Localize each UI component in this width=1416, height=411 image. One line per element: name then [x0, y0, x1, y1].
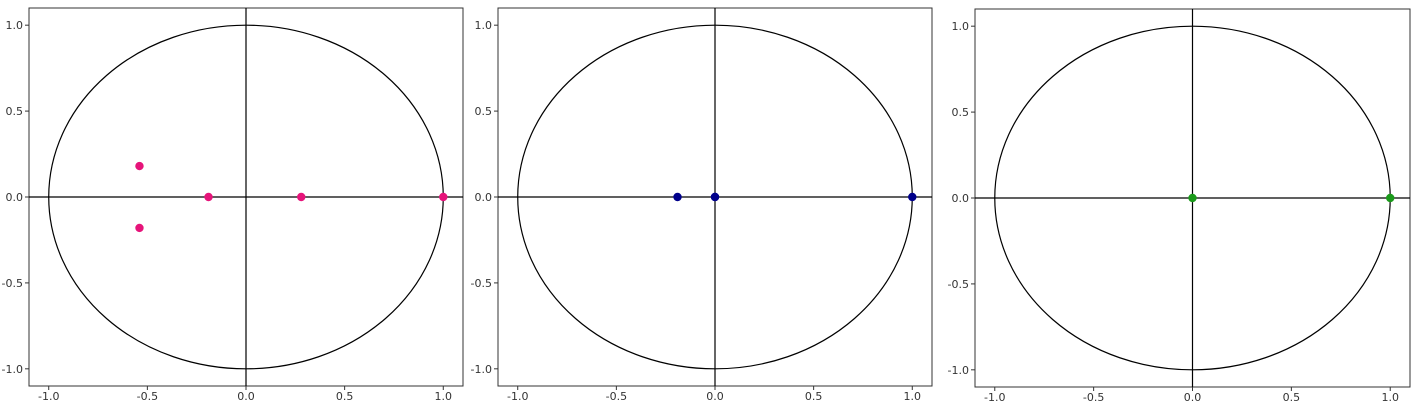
y-tick-label: -1.0: [948, 364, 969, 377]
y-tick-label: 0.0: [6, 191, 24, 204]
y-tick-label: -1.0: [2, 363, 23, 376]
x-tick-label: -1.0: [38, 390, 59, 403]
x-tick-label: 0.5: [1283, 391, 1301, 404]
panel-1: -1.0 -0.5 0.0 0.5 1.0 -1.0 -0.5 0.0 0.5 1.0: [2, 7, 464, 403]
panel-2: -1.0 -0.5 0.0 0.5 1.0 -1.0 -0.5 0.0 0.5 1.0: [471, 7, 933, 403]
x-tick-label: 0.0: [1184, 391, 1202, 404]
x-tick-label: 0.0: [706, 390, 724, 403]
y-tick-label: 1.0: [952, 20, 970, 33]
data-point: [439, 192, 448, 202]
data-point: [297, 192, 306, 202]
y-tick-label: 0.0: [952, 192, 970, 205]
x-tick-label: -1.0: [507, 390, 528, 403]
panel-3: -1.0 -0.5 0.0 0.5 1.0 -1.0 -0.5 0.0 0.5 1.0: [948, 8, 1411, 404]
y-tick-label: -1.0: [471, 363, 492, 376]
x-tick-label: -0.5: [137, 390, 158, 403]
x-tick-label: 1.0: [1381, 391, 1399, 404]
y-tick-label: 1.0: [475, 19, 493, 32]
x-tick-label: 0.5: [805, 390, 823, 403]
data-point: [135, 223, 144, 233]
y-tick-label: 0.5: [475, 105, 493, 118]
x-tick-label: -0.5: [606, 390, 627, 403]
data-point: [135, 161, 144, 171]
data-point: [1386, 193, 1395, 203]
x-tick-label: 0.0: [237, 390, 255, 403]
x-tick-label: -1.0: [984, 391, 1005, 404]
data-point: [710, 192, 720, 202]
data-point: [673, 192, 682, 202]
y-tick-label: 1.0: [6, 19, 24, 32]
x-tick-label: 1.0: [904, 390, 922, 403]
y-tick-label: 0.0: [475, 191, 493, 204]
y-tick-label: 0.5: [952, 106, 970, 119]
data-point: [908, 192, 917, 202]
y-tick-label: -0.5: [2, 277, 23, 290]
y-tick-label: -0.5: [471, 277, 492, 290]
x-tick-label: -0.5: [1083, 391, 1104, 404]
y-tick-label: -0.5: [948, 278, 969, 291]
x-tick-label: 1.0: [435, 390, 453, 403]
data-point: [1188, 193, 1197, 203]
data-point: [204, 192, 213, 202]
y-tick-label: 0.5: [6, 105, 24, 118]
x-tick-label: 0.5: [336, 390, 354, 403]
